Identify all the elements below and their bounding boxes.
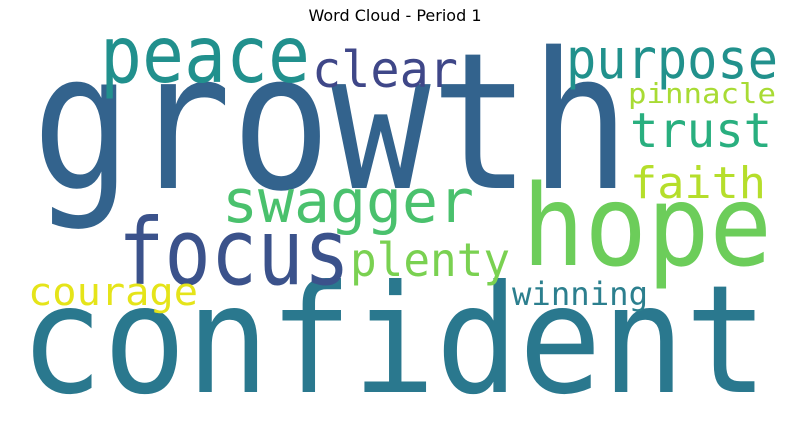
word-courage: courage <box>28 270 198 314</box>
word-peace: peace <box>100 11 310 101</box>
word-growth: growth <box>32 12 630 233</box>
chart-title: Word Cloud - Period 1 <box>308 6 482 25</box>
word-faith: faith <box>630 158 766 209</box>
word-swagger: swagger <box>222 167 474 237</box>
word-hope: hope <box>522 162 772 292</box>
word-plenty: plenty <box>350 233 510 287</box>
word-pinnacle: pinnacle <box>628 77 776 110</box>
word-confident: confident <box>20 254 768 427</box>
word-purpose: purpose <box>566 27 778 91</box>
word-focus: focus <box>118 199 350 306</box>
word-trust: trust <box>630 103 772 159</box>
word-clear: clear <box>312 41 458 99</box>
word-winning: winning <box>512 275 648 313</box>
